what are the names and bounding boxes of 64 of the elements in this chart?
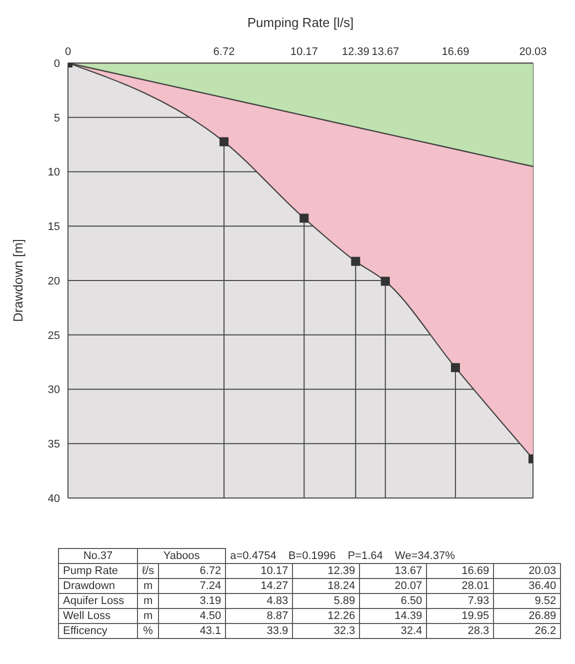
x-tick-label: 20.03 bbox=[519, 46, 547, 58]
y-axis-title: Drawdown [m] bbox=[10, 238, 26, 322]
text: Yaboos bbox=[138, 548, 226, 564]
text: 33.9 bbox=[226, 624, 293, 638]
text: 20.07 bbox=[360, 578, 427, 594]
text: 16.69 bbox=[426, 564, 494, 578]
text: 20.03 bbox=[494, 564, 561, 578]
x-tick-label: 16.69 bbox=[442, 46, 470, 58]
text: 26.89 bbox=[494, 608, 561, 624]
text: 6.50 bbox=[360, 594, 427, 608]
y-tick-label: 40 bbox=[48, 492, 60, 505]
text: Drawdown bbox=[58, 578, 138, 594]
text: 12.26 bbox=[292, 608, 360, 624]
text: m bbox=[138, 578, 159, 594]
text: 12.39 bbox=[292, 564, 360, 578]
text: m bbox=[138, 594, 159, 608]
text: P=1.64 bbox=[348, 550, 383, 562]
text: 14.27 bbox=[226, 578, 293, 594]
text: m bbox=[138, 608, 159, 624]
text: We=34.37% bbox=[394, 550, 455, 562]
text: 19.95 bbox=[426, 608, 494, 624]
text: 32.4 bbox=[360, 624, 427, 638]
text: No.37 bbox=[58, 548, 138, 564]
text: 6.72 bbox=[158, 564, 226, 578]
text: 7.24 bbox=[158, 578, 226, 594]
text: 4.50 bbox=[158, 608, 226, 624]
text: 18.24 bbox=[292, 578, 360, 594]
y-tick-label: 20 bbox=[48, 275, 60, 288]
text: 36.40 bbox=[494, 578, 561, 594]
text: 10.17 bbox=[226, 564, 293, 578]
x-tick-label: 6.72 bbox=[213, 46, 235, 58]
text: 26.2 bbox=[494, 624, 561, 638]
text: 28.3 bbox=[426, 624, 494, 638]
text: Aquifer Loss bbox=[58, 594, 138, 608]
x-tick-label: 13.67 bbox=[372, 46, 400, 58]
y-tick-label: 30 bbox=[48, 384, 60, 396]
x-axis-title: Pumping Rate [l/s] bbox=[247, 15, 354, 30]
text: 28.01 bbox=[426, 578, 494, 594]
text: % bbox=[138, 624, 159, 638]
text: 32.3 bbox=[292, 624, 360, 638]
text: 13.67 bbox=[360, 564, 427, 578]
text: 8.87 bbox=[226, 608, 293, 624]
text: 14.39 bbox=[360, 608, 427, 624]
x-tick-label: 0 bbox=[64, 46, 72, 58]
text: B=0.1996 bbox=[288, 550, 336, 562]
x-tick-label: 12.39 bbox=[342, 46, 370, 58]
x-tick-label: 10.17 bbox=[290, 46, 318, 58]
text: Well Loss bbox=[58, 608, 138, 624]
text: 3.19 bbox=[158, 594, 226, 608]
text: ℓ/s bbox=[138, 564, 159, 578]
y-tick-label: 0 bbox=[54, 58, 60, 70]
y-tick-label: 35 bbox=[48, 438, 60, 451]
text: 5.89 bbox=[292, 594, 360, 608]
text: 7.93 bbox=[426, 594, 494, 608]
text: 4.83 bbox=[226, 594, 293, 608]
y-tick-label: 25 bbox=[48, 330, 60, 342]
text: a=0.4754 bbox=[230, 550, 276, 562]
y-tick-label: 5 bbox=[54, 112, 60, 124]
text: 43.1 bbox=[158, 624, 226, 638]
text: Pump Rate bbox=[58, 564, 138, 578]
y-tick-label: 10 bbox=[48, 166, 60, 179]
y-tick-label: 15 bbox=[48, 221, 60, 234]
text: Efficency bbox=[58, 624, 138, 638]
text: 9.52 bbox=[494, 594, 561, 608]
